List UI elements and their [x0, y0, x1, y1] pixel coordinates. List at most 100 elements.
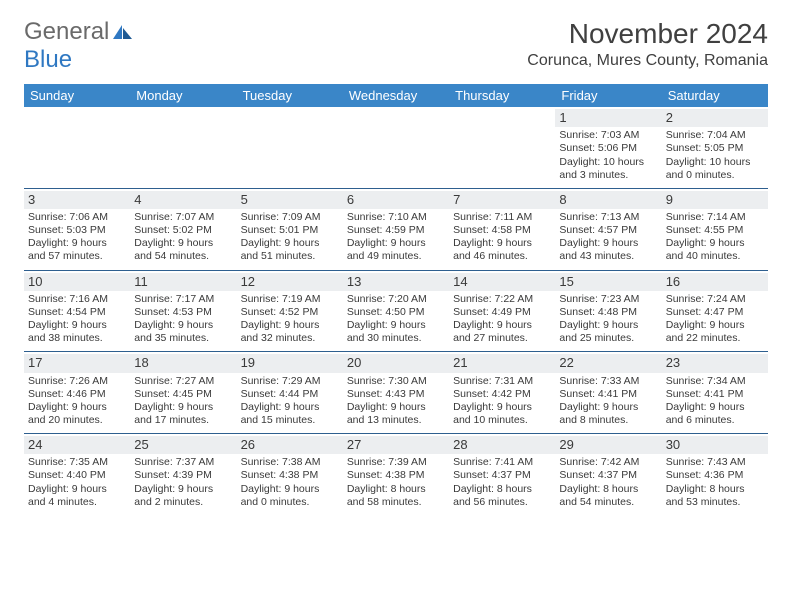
sunrise-text: Sunrise: 7:04 AM: [666, 129, 764, 142]
day-head-tue: Tuesday: [237, 84, 343, 107]
calendar-cell: 9Sunrise: 7:14 AMSunset: 4:55 PMDaylight…: [662, 188, 768, 270]
calendar-cell: 29 Sunrise: 7:42 AMSunset: 4:37 PMDayligh…: [555, 434, 661, 515]
sunrise-text: Sunrise: 7:38 AM: [241, 456, 339, 469]
sunset-text: Sunset: 4:54 PM: [28, 306, 126, 319]
day-number: 19: [237, 354, 343, 372]
daylight-text: Daylight: 9 hours and 13 minutes.: [347, 401, 445, 427]
sunset-text: Sunset: 4:40 PM: [28, 469, 126, 482]
daylight-text: Daylight: 9 hours and 27 minutes.: [453, 319, 551, 345]
day-number: 24: [24, 436, 130, 454]
day-number: 6: [343, 191, 449, 209]
calendar-cell: 5Sunrise: 7:09 AMSunset: 5:01 PMDaylight…: [237, 188, 343, 270]
calendar-cell: 25Sunrise: 7:37 AMSunset: 4:39 PMDayligh…: [130, 434, 236, 515]
daylight-text: Daylight: 9 hours and 2 minutes.: [134, 483, 232, 509]
daylight-text: Daylight: 9 hours and 0 minutes.: [241, 483, 339, 509]
calendar-cell: 26Sunrise: 7:38 AMSunset: 4:38 PMDayligh…: [237, 434, 343, 515]
sunrise-text: Sunrise: 7:06 AM: [28, 211, 126, 224]
sunset-text: Sunset: 4:47 PM: [666, 306, 764, 319]
daylight-text: Daylight: 10 hours and 3 minutes.: [559, 156, 657, 182]
sunset-text: Sunset: 4:55 PM: [666, 224, 764, 237]
sunrise-text: Sunrise: 7:30 AM: [347, 375, 445, 388]
sunrise-text: Sunrise: 7:27 AM: [134, 375, 232, 388]
calendar-cell: 7Sunrise: 7:11 AMSunset: 4:58 PMDaylight…: [449, 188, 555, 270]
daylight-text: Daylight: 9 hours and 43 minutes.: [559, 237, 657, 263]
sunset-text: Sunset: 4:48 PM: [559, 306, 657, 319]
day-head-thu: Thursday: [449, 84, 555, 107]
daylight-text: Daylight: 9 hours and 22 minutes.: [666, 319, 764, 345]
calendar-cell: 28Sunrise: 7:41 AMSunset: 4:37 PMDayligh…: [449, 434, 555, 515]
day-head-fri: Friday: [555, 84, 661, 107]
day-number: 29: [555, 436, 661, 454]
calendar-cell: 1Sunrise: 7:03 AMSunset: 5:06 PMDaylight…: [555, 107, 661, 188]
calendar-cell: 21Sunrise: 7:31 AMSunset: 4:42 PMDayligh…: [449, 352, 555, 434]
sunrise-text: Sunrise: 7:37 AM: [134, 456, 232, 469]
daylight-text: Daylight: 9 hours and 49 minutes.: [347, 237, 445, 263]
sunset-text: Sunset: 4:53 PM: [134, 306, 232, 319]
sunrise-text: Sunrise: 7:09 AM: [241, 211, 339, 224]
sunrise-text: Sunrise: 7:16 AM: [28, 293, 126, 306]
calendar-cell: 8Sunrise: 7:13 AMSunset: 4:57 PMDaylight…: [555, 188, 661, 270]
sunrise-text: Sunrise: 7:17 AM: [134, 293, 232, 306]
day-number: 22: [555, 354, 661, 372]
daylight-text: Daylight: 8 hours and 54 minutes.: [559, 483, 657, 509]
daylight-text: Daylight: 9 hours and 54 minutes.: [134, 237, 232, 263]
day-number: 16: [662, 273, 768, 291]
calendar-week-row: 3 Sunrise: 7:06 AMSunset: 5:03 PM Daylight…: [24, 188, 768, 270]
sunset-text: Sunset: 5:03 PM: [28, 224, 126, 237]
calendar-cell: 14Sunrise: 7:22 AMSunset: 4:49 PMDayligh…: [449, 270, 555, 352]
day-number: 3: [24, 191, 130, 209]
sunrise-text: Sunrise: 7:42 AM: [559, 456, 657, 469]
daylight-text: Daylight: 8 hours and 56 minutes.: [453, 483, 551, 509]
daylight-text: Daylight: 9 hours and 25 minutes.: [559, 319, 657, 345]
daylight-text: Daylight: 9 hours and 40 minutes.: [666, 237, 764, 263]
daylight-text: Daylight: 8 hours and 58 minutes.: [347, 483, 445, 509]
sunrise-text: Sunrise: 7:23 AM: [559, 293, 657, 306]
day-number: 21: [449, 354, 555, 372]
sunset-text: Sunset: 4:43 PM: [347, 388, 445, 401]
calendar-week-row: 24Sunrise: 7:35 AMSunset: 4:40 PMDayligh…: [24, 434, 768, 515]
calendar-cell: 17Sunrise: 7:26 AMSunset: 4:46 PMDayligh…: [24, 352, 130, 434]
sunrise-text: Sunrise: 7:07 AM: [134, 211, 232, 224]
day-head-mon: Monday: [130, 84, 236, 107]
day-number: 1: [555, 109, 661, 127]
sunrise-text: Sunrise: 7:34 AM: [666, 375, 764, 388]
sunrise-text: Sunrise: 7:41 AM: [453, 456, 551, 469]
sunrise-text: Sunrise: 7:03 AM: [559, 129, 657, 142]
calendar-cell: 30Sunrise: 7:43 AMSunset: 4:36 PMDayligh…: [662, 434, 768, 515]
calendar-cell: 24Sunrise: 7:35 AMSunset: 4:40 PMDayligh…: [24, 434, 130, 515]
day-number: 14: [449, 273, 555, 291]
sunset-text: Sunset: 4:52 PM: [241, 306, 339, 319]
day-number: 2: [662, 109, 768, 127]
calendar-cell: [24, 107, 130, 188]
sunrise-text: Sunrise: 7:14 AM: [666, 211, 764, 224]
day-number: 5: [237, 191, 343, 209]
sunset-text: Sunset: 4:41 PM: [559, 388, 657, 401]
sunset-text: Sunset: 4:44 PM: [241, 388, 339, 401]
sunrise-text: Sunrise: 7:20 AM: [347, 293, 445, 306]
calendar-cell: 20 Sunrise: 7:30 AMSunset: 4:43 PMDayligh…: [343, 352, 449, 434]
day-number: 10: [24, 273, 130, 291]
sunset-text: Sunset: 5:02 PM: [134, 224, 232, 237]
sunrise-text: Sunrise: 7:39 AM: [347, 456, 445, 469]
day-number: 28: [449, 436, 555, 454]
sunset-text: Sunset: 4:57 PM: [559, 224, 657, 237]
calendar-cell: 4Sunrise: 7:07 AMSunset: 5:02 PMDaylight…: [130, 188, 236, 270]
daylight-text: Daylight: 9 hours and 30 minutes.: [347, 319, 445, 345]
daylight-text: Daylight: 8 hours and 53 minutes.: [666, 483, 764, 509]
calendar-cell: 10 Sunrise: 7:16 AMSunset: 4:54 PMDayligh…: [24, 270, 130, 352]
daylight-text: Daylight: 10 hours and 0 minutes.: [666, 156, 764, 182]
calendar-cell: [449, 107, 555, 188]
day-number: 8: [555, 191, 661, 209]
day-number: 15: [555, 273, 661, 291]
calendar-cell: 6Sunrise: 7:10 AMSunset: 4:59 PMDaylight…: [343, 188, 449, 270]
sunset-text: Sunset: 4:50 PM: [347, 306, 445, 319]
daylight-text: Daylight: 9 hours and 35 minutes.: [134, 319, 232, 345]
calendar-cell: 23Sunrise: 7:34 AMSunset: 4:41 PMDayligh…: [662, 352, 768, 434]
sunset-text: Sunset: 4:58 PM: [453, 224, 551, 237]
day-number: 18: [130, 354, 236, 372]
sunset-text: Sunset: 4:49 PM: [453, 306, 551, 319]
day-number: 20: [343, 354, 449, 372]
page-title: November 2024: [527, 18, 768, 50]
daylight-text: Daylight: 9 hours and 38 minutes.: [28, 319, 126, 345]
sunset-text: Sunset: 4:37 PM: [559, 469, 657, 482]
